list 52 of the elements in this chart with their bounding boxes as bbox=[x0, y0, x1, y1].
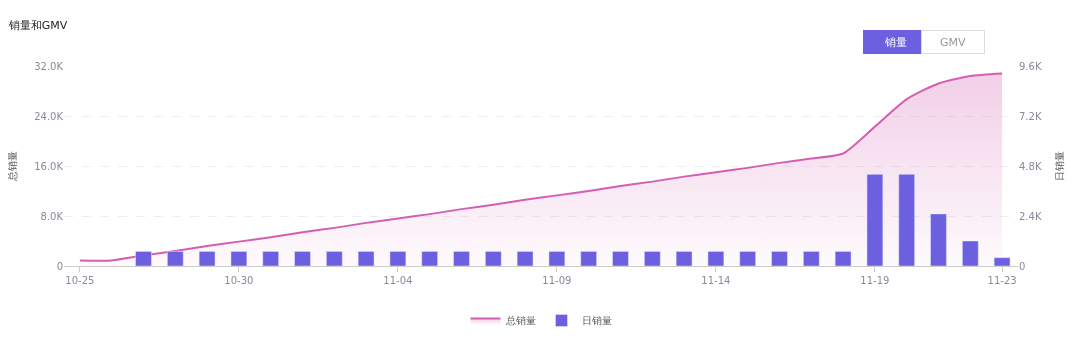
y2-tick-label: 7.2K bbox=[1019, 110, 1042, 122]
bar bbox=[389, 251, 407, 266]
bar bbox=[198, 251, 216, 266]
bar bbox=[485, 251, 502, 266]
bar bbox=[580, 251, 597, 266]
bar bbox=[516, 251, 534, 266]
bar bbox=[453, 251, 470, 266]
bar bbox=[834, 251, 852, 266]
y-tick-label: 0 bbox=[56, 260, 63, 272]
y2-tick-label: 9.6K bbox=[1019, 60, 1042, 72]
bar bbox=[421, 251, 438, 266]
bar bbox=[675, 251, 693, 266]
y2-tick-label: 4.8K bbox=[1019, 160, 1042, 172]
x-tick-label: 11-19 bbox=[860, 275, 890, 286]
x-tick-label: 11-04 bbox=[383, 275, 413, 286]
legend-label: 总销量 bbox=[504, 315, 536, 327]
x-tick-label: 11-14 bbox=[701, 275, 731, 286]
x-tick-label: 10-30 bbox=[224, 275, 254, 286]
bar bbox=[262, 251, 279, 266]
chart-title: 销量和GMV bbox=[7, 18, 68, 32]
y-axis-title: 总销量 bbox=[7, 151, 19, 182]
bar bbox=[644, 251, 661, 266]
y-tick-label: 32.0K bbox=[34, 60, 64, 72]
x-tick-label: 11-23 bbox=[987, 275, 1017, 286]
bar bbox=[707, 251, 725, 266]
y2-tick-label: 0 bbox=[1019, 260, 1026, 272]
bar bbox=[993, 257, 1011, 266]
y-tick-label: 24.0K bbox=[34, 110, 64, 122]
text: 销量 bbox=[883, 35, 907, 49]
bar bbox=[771, 251, 788, 266]
bar bbox=[548, 251, 566, 266]
bar bbox=[962, 240, 979, 266]
text: GMV bbox=[939, 35, 967, 49]
legend-label: 日销量 bbox=[581, 315, 612, 327]
y2-tick-label: 2.4K bbox=[1019, 210, 1042, 222]
x-tick-label: 10-25 bbox=[65, 275, 95, 286]
bar bbox=[866, 174, 884, 266]
bar bbox=[294, 251, 311, 266]
bar bbox=[739, 251, 756, 266]
y-tick-label: 8.0K bbox=[40, 210, 64, 222]
bar bbox=[230, 251, 248, 266]
bar bbox=[803, 251, 820, 266]
bar bbox=[898, 174, 915, 266]
y2-axis-title: 日销量 bbox=[1054, 151, 1066, 181]
bar bbox=[612, 251, 629, 266]
bar bbox=[135, 251, 152, 266]
bar bbox=[326, 251, 343, 266]
x-tick-label: 11-09 bbox=[542, 275, 572, 286]
bar bbox=[357, 251, 375, 266]
y-tick-label: 16.0K bbox=[34, 160, 64, 172]
bar bbox=[167, 251, 184, 266]
bar bbox=[930, 213, 947, 266]
